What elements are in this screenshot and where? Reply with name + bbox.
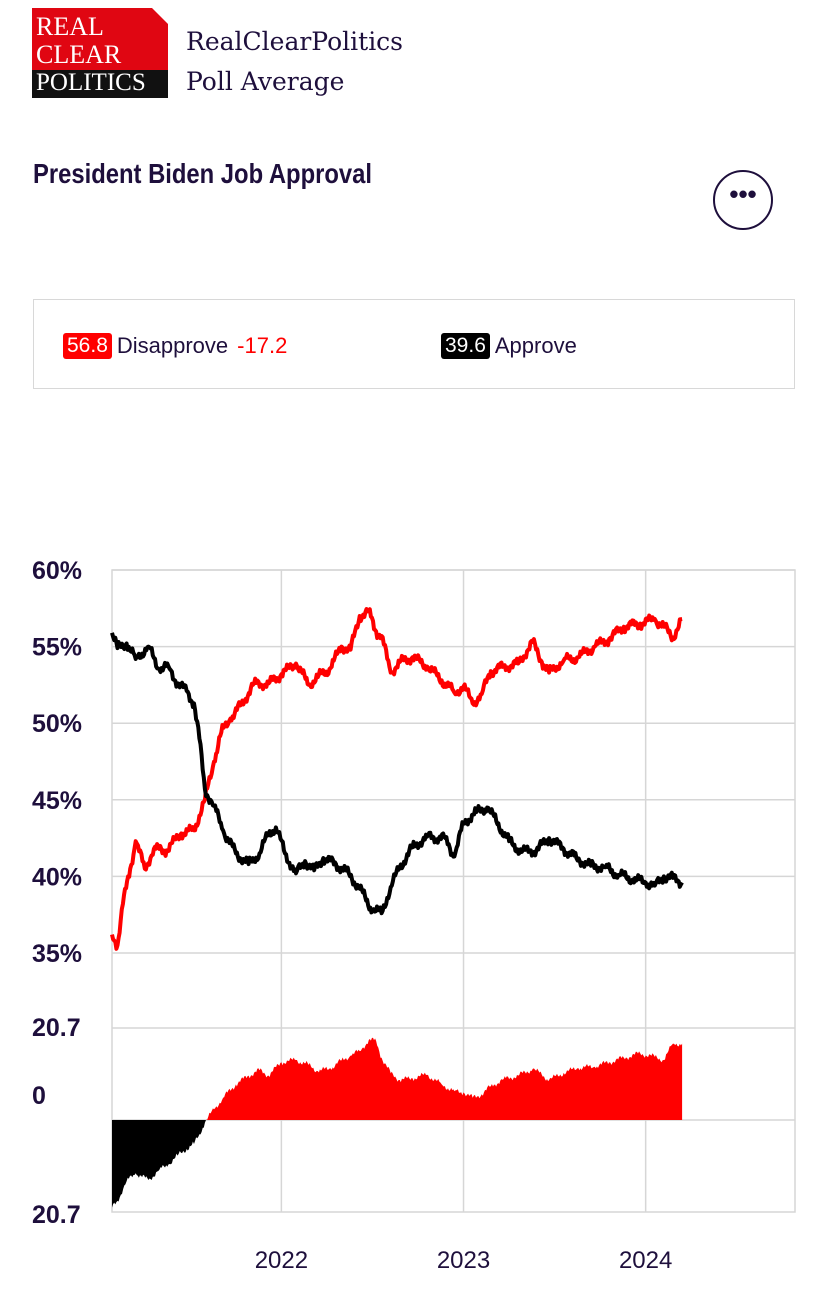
rcp-logo[interactable]: REAL CLEAR POLITICS bbox=[32, 8, 168, 98]
approval-chart: 60% 55% 50% 45% 40% 35% 20.7 0 20.7 2022 2023 2024 bbox=[32, 557, 796, 1274]
y-tick-label: 40% bbox=[32, 863, 82, 891]
spread-tick-label: 20.7 bbox=[32, 1014, 81, 1042]
y-tick-label: 55% bbox=[32, 634, 82, 662]
chart-legend: 56.8 Disapprove -17.2 39.6 Approve bbox=[33, 299, 795, 389]
ellipsis-icon: ••• bbox=[729, 179, 757, 209]
disapprove-label: Disapprove bbox=[116, 333, 229, 358]
spread-tick-label: 0 bbox=[32, 1082, 46, 1110]
series-line-disapprove bbox=[110, 607, 683, 951]
y-tick-label: 50% bbox=[32, 710, 82, 738]
legend-item-approve[interactable]: 39.6 Approve bbox=[441, 333, 577, 359]
logo-mark bbox=[32, 8, 168, 98]
y-tick-label: 60% bbox=[32, 557, 82, 585]
x-tick-label: 2022 bbox=[255, 1247, 308, 1274]
legend-item-disapprove[interactable]: 56.8 Disapprove -17.2 bbox=[63, 333, 287, 359]
logo-text-line: POLITICS bbox=[36, 69, 146, 96]
series-line-approve bbox=[110, 632, 684, 916]
x-tick-label: 2024 bbox=[619, 1247, 672, 1274]
logo-text-line: CLEAR bbox=[36, 40, 122, 69]
page-title: President Biden Job Approval bbox=[33, 158, 372, 189]
y-tick-label: 35% bbox=[32, 940, 82, 968]
approve-label: Approve bbox=[494, 333, 577, 358]
more-options-button[interactable]: ••• bbox=[713, 170, 773, 230]
spread-value: -17.2 bbox=[237, 333, 288, 358]
disapprove-value-badge: 56.8 bbox=[63, 333, 112, 359]
spread-tick-label: 20.7 bbox=[32, 1201, 81, 1229]
logo-text-line: REAL bbox=[36, 12, 104, 41]
approve-value-badge: 39.6 bbox=[441, 333, 490, 359]
brand-line: RealClearPolitics bbox=[186, 27, 404, 56]
brand-line: Poll Average bbox=[186, 67, 345, 96]
x-tick-label: 2023 bbox=[437, 1247, 490, 1274]
brand-name: RealClearPolitics Poll Average bbox=[186, 22, 403, 102]
y-tick-label: 45% bbox=[32, 787, 82, 815]
spread-area-positive bbox=[206, 1037, 683, 1120]
spread-area-negative bbox=[112, 1120, 206, 1208]
